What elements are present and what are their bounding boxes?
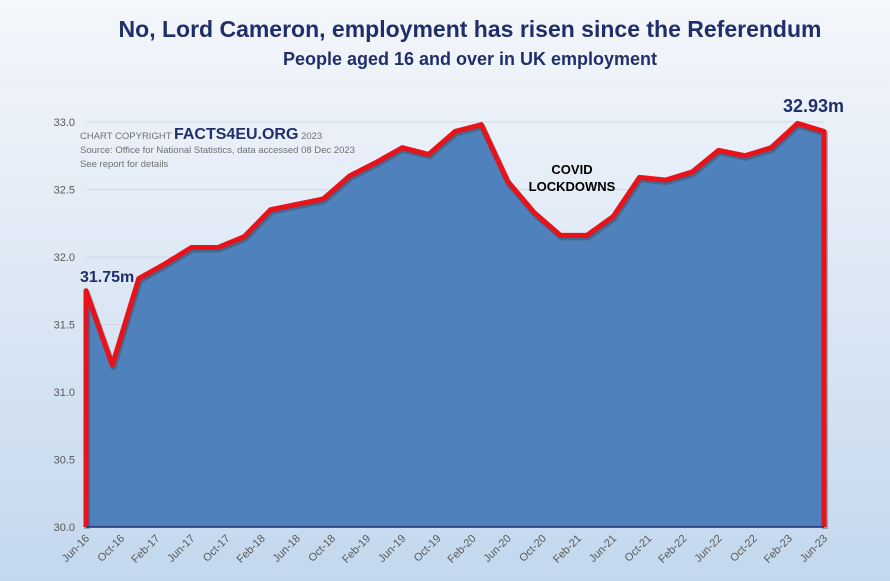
x-tick-label: Jun-20 bbox=[482, 533, 514, 565]
y-tick-label: 33.0 bbox=[54, 117, 75, 129]
y-tick-label: 32.0 bbox=[54, 252, 75, 264]
chart-subtitle: People aged 16 and over in UK employment bbox=[282, 49, 658, 69]
x-tick-label: Jun-19 bbox=[376, 533, 408, 565]
y-tick-label: 32.5 bbox=[54, 185, 75, 197]
x-tick-label: Feb-21 bbox=[551, 533, 584, 566]
x-tick-label: Jun-23 bbox=[798, 533, 830, 565]
report-note: See report for details bbox=[80, 159, 169, 170]
brand-logo-text: FACTS4EU.ORG bbox=[173, 126, 299, 143]
x-tick-label: Feb-20 bbox=[446, 533, 479, 566]
y-tick-label: 31.0 bbox=[54, 387, 75, 399]
start-value-label: 31.75m bbox=[80, 269, 134, 286]
area-fill bbox=[86, 123, 824, 527]
x-tick-label: Oct-19 bbox=[412, 533, 444, 565]
x-tick-label: Oct-22 bbox=[728, 533, 760, 565]
x-tick-label: Oct-20 bbox=[517, 533, 549, 565]
x-tick-label: Oct-17 bbox=[201, 533, 233, 565]
x-tick-label: Feb-22 bbox=[656, 533, 689, 566]
x-tick-label: Oct-18 bbox=[306, 533, 338, 565]
x-tick-label: Feb-17 bbox=[129, 533, 162, 566]
end-value-label: 32.93m bbox=[783, 96, 844, 116]
x-tick-label: Jun-17 bbox=[165, 533, 197, 565]
x-tick-label: Feb-23 bbox=[762, 533, 795, 566]
copyright-block: CHART COPYRIGHT FACTS4EU.ORG 2023 Source… bbox=[80, 126, 355, 172]
x-tick-label: Jun-21 bbox=[587, 533, 619, 565]
annotation-line-1: COVID bbox=[551, 162, 592, 177]
y-tick-label: 31.5 bbox=[54, 320, 75, 332]
y-tick-label: 30.0 bbox=[54, 522, 75, 534]
copyright-year: 2023 bbox=[301, 131, 323, 142]
series-line bbox=[83, 120, 827, 527]
y-tick-label: 30.5 bbox=[54, 455, 75, 467]
chart-title: No, Lord Cameron, employment has risen s… bbox=[118, 16, 822, 42]
annotation-line-2: LOCKDOWNS bbox=[529, 179, 616, 194]
x-tick-label: Jun-18 bbox=[271, 533, 303, 565]
source-note: Source: Office for National Statistics, … bbox=[80, 145, 355, 156]
x-tick-label: Jun-22 bbox=[692, 533, 724, 565]
x-tick-label: Jun-16 bbox=[60, 533, 92, 565]
x-tick-label: Feb-18 bbox=[235, 533, 268, 566]
x-tick-label: Oct-21 bbox=[623, 533, 655, 565]
copyright-prefix: CHART COPYRIGHT bbox=[80, 131, 172, 142]
x-tick-label: Feb-19 bbox=[340, 533, 373, 566]
x-tick-label: Oct-16 bbox=[95, 533, 127, 565]
